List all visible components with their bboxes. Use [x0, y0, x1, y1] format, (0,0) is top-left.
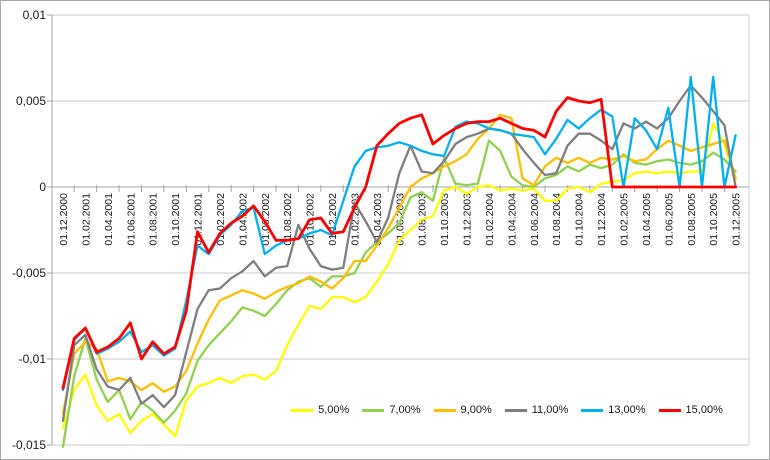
- x-axis-label: 01.08.2002: [282, 193, 294, 246]
- x-axis-label: 01.04.2005: [641, 193, 653, 246]
- x-axis-label: 01.08.2001: [148, 193, 160, 246]
- x-axis-label: 01.10.2003: [439, 193, 451, 246]
- legend-line-swatch: [504, 408, 527, 412]
- legend-item: 9,00%: [433, 404, 492, 416]
- series-line-7,00%: [61, 139, 737, 448]
- legend-label: 13,00%: [608, 404, 646, 416]
- x-axis-label: 01.12.2003: [462, 193, 474, 246]
- x-axis-label: 01.02.2004: [484, 193, 496, 246]
- legend-label: 5,00%: [318, 404, 350, 416]
- x-axis-label: 01.06.2002: [260, 193, 272, 246]
- y-axis-label: 0,005: [16, 94, 46, 108]
- chart-legend: 5,00% 7,00% 9,00% 11,00% 13,00% 15,00%: [259, 399, 755, 421]
- series-line-9,00%: [61, 113, 737, 416]
- x-axis-label: 01.06.2004: [529, 193, 541, 246]
- legend-item: 13,00%: [581, 404, 646, 416]
- x-axis-label: 01.02.2005: [619, 193, 631, 246]
- legend-line-swatch: [658, 408, 681, 412]
- legend-item: 5,00%: [291, 404, 349, 416]
- legend-line-swatch: [291, 408, 314, 412]
- x-axis-label: 01.12.2000: [58, 193, 70, 246]
- y-axis-label: 0,01: [23, 8, 47, 22]
- legend-item: 11,00%: [504, 404, 569, 416]
- y-axis-label: -0,015: [12, 438, 46, 452]
- y-axis-label: -0,01: [19, 352, 47, 366]
- series-line-11,00%: [61, 84, 737, 423]
- legend-line-swatch: [433, 408, 456, 412]
- x-axis-label: 01.06.2001: [125, 193, 137, 246]
- x-axis-label: 01.08.2005: [686, 193, 698, 246]
- x-axis-label: 01.08.2004: [551, 193, 563, 246]
- x-axis-label: 01.10.2005: [708, 193, 720, 246]
- x-axis-label: 01.12.2004: [596, 193, 608, 246]
- series-line-15,00%: [61, 96, 737, 390]
- legend-line-swatch: [581, 408, 604, 412]
- legend-label: 15,00%: [685, 404, 723, 416]
- x-axis-label: 01.10.2004: [574, 193, 586, 246]
- x-axis-label: 01.02.2003: [349, 193, 361, 246]
- x-axis-label: 01.04.2004: [506, 193, 518, 246]
- legend-item: 7,00%: [362, 404, 421, 416]
- x-axis-label: 01.10.2001: [170, 193, 182, 246]
- x-axis-label: 01.04.2002: [237, 193, 249, 246]
- x-axis-label: 01.06.2005: [663, 193, 675, 246]
- legend-label: 7,00%: [389, 404, 421, 416]
- x-axis-label: 01.02.2001: [80, 193, 92, 246]
- y-axis-label: -0,005: [12, 266, 46, 280]
- legend-item: 15,00%: [658, 404, 723, 416]
- legend-line-swatch: [362, 408, 385, 412]
- legend-label: 11,00%: [531, 404, 569, 416]
- x-axis-label: 01.12.2005: [731, 193, 743, 246]
- x-axis-label: 01.04.2001: [103, 193, 115, 246]
- x-axis-label: 01.12.2001: [193, 193, 205, 246]
- legend-label: 9,00%: [460, 404, 492, 416]
- y-axis-label: 0: [39, 180, 46, 194]
